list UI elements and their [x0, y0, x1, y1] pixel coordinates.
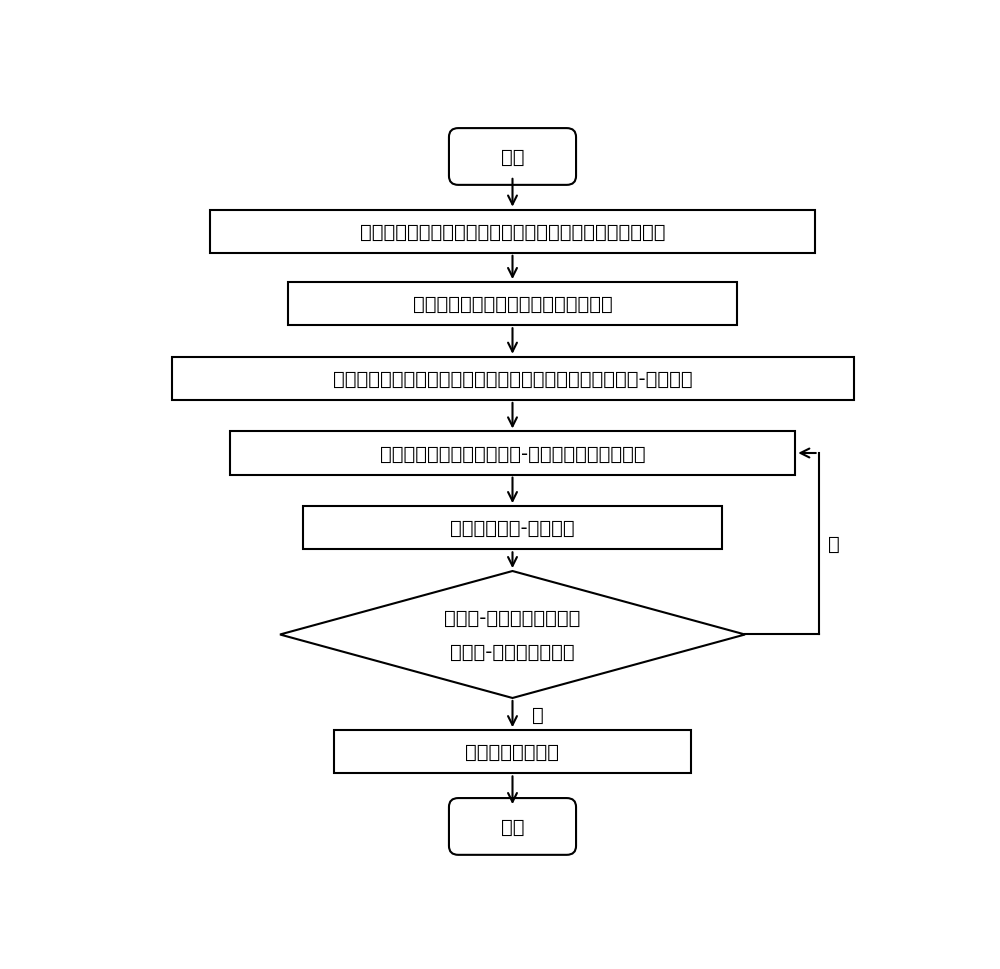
- Text: 推导空载快速启动与最大切削载荷条件下的驱动力矩表达式: 推导空载快速启动与最大切削载荷条件下的驱动力矩表达式: [360, 223, 665, 241]
- Text: 选择伺服电机，其名义转速-力矩曲线在上下边界间: 选择伺服电机，其名义转速-力矩曲线在上下边界间: [380, 444, 645, 463]
- FancyBboxPatch shape: [172, 358, 854, 400]
- Polygon shape: [280, 572, 745, 699]
- FancyBboxPatch shape: [303, 507, 722, 549]
- Text: 开始: 开始: [501, 148, 524, 167]
- Text: 实际速-力矩曲线是否被名
义转速-力矩曲线所覆盖: 实际速-力矩曲线是否被名 义转速-力矩曲线所覆盖: [444, 609, 581, 661]
- Text: 结束: 结束: [501, 817, 524, 836]
- Text: 是: 是: [532, 704, 544, 724]
- Text: 计算实际转速-力矩曲线: 计算实际转速-力矩曲线: [450, 518, 575, 538]
- Text: 否: 否: [828, 535, 840, 553]
- Text: 完成伺服电机选型: 完成伺服电机选型: [466, 742, 560, 762]
- Text: 确定增益数值，结合伺服电机惯量范围，绘制上下边界转速-力矩曲线: 确定增益数值，结合伺服电机惯量范围，绘制上下边界转速-力矩曲线: [333, 369, 692, 389]
- FancyBboxPatch shape: [334, 731, 691, 773]
- FancyBboxPatch shape: [288, 283, 737, 326]
- FancyBboxPatch shape: [210, 210, 815, 254]
- FancyBboxPatch shape: [449, 129, 576, 186]
- FancyBboxPatch shape: [449, 798, 576, 855]
- Text: 确定系统增益范围与伺服电机惯量范围: 确定系统增益范围与伺服电机惯量范围: [413, 295, 612, 314]
- FancyBboxPatch shape: [230, 432, 795, 475]
